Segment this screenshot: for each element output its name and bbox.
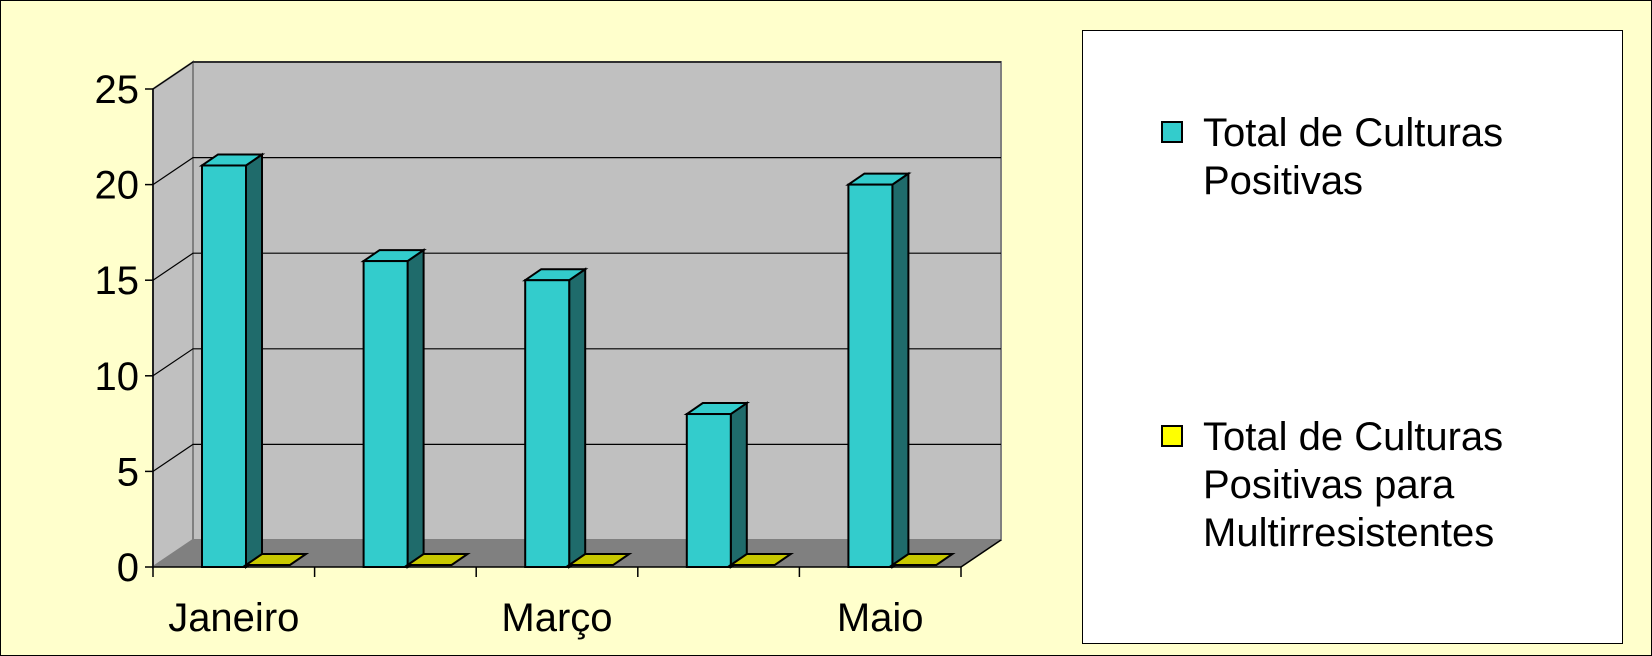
bar-series1 (201, 164, 247, 568)
bar-series1 (362, 260, 409, 568)
y-tick-label: 0 (117, 546, 139, 590)
bar-chart: 0 5 10 15 20 25 Janeiro Março Maio (95, 60, 1002, 640)
y-tick-label: 5 (117, 450, 139, 494)
bar-series2 (242, 553, 310, 566)
bar-series1-side (729, 401, 748, 569)
legend-label-series2: Total de Culturas Positivas para Multirr… (1203, 415, 1504, 555)
x-tick-label: Março (501, 596, 612, 640)
plot-side-wall (152, 60, 194, 569)
bar-series2 (565, 553, 633, 566)
legend-swatch-series2 (1161, 425, 1183, 447)
bar-series1-side (406, 248, 425, 569)
bar-series1-side (568, 267, 587, 569)
gridline (152, 348, 1001, 377)
gridline (152, 252, 1001, 281)
y-tick-label: 20 (95, 164, 140, 208)
x-axis-depth-line (960, 539, 1002, 568)
legend-label-series1: Total de Culturas Positivas (1203, 111, 1504, 203)
bar-series1 (524, 279, 571, 568)
bar-series1-side (245, 152, 263, 569)
legend: Total de Culturas Positivas Total de Cul… (1082, 30, 1623, 644)
y-tick-label: 25 (95, 68, 140, 112)
y-tick-label: 15 (95, 259, 140, 303)
x-tick-label: Janeiro (168, 596, 299, 640)
x-tick-label: Maio (837, 596, 924, 640)
bar-series1 (685, 413, 732, 569)
legend-swatch-series1 (1161, 121, 1183, 143)
bar-series2 (404, 553, 471, 566)
bar-series2 (727, 553, 795, 566)
bar-series2 (889, 553, 956, 566)
gridline (152, 61, 1001, 90)
bar-series1-side (891, 171, 910, 569)
y-tick-label: 10 (95, 355, 140, 399)
gridline (152, 157, 1001, 186)
bar-series1 (847, 183, 894, 568)
